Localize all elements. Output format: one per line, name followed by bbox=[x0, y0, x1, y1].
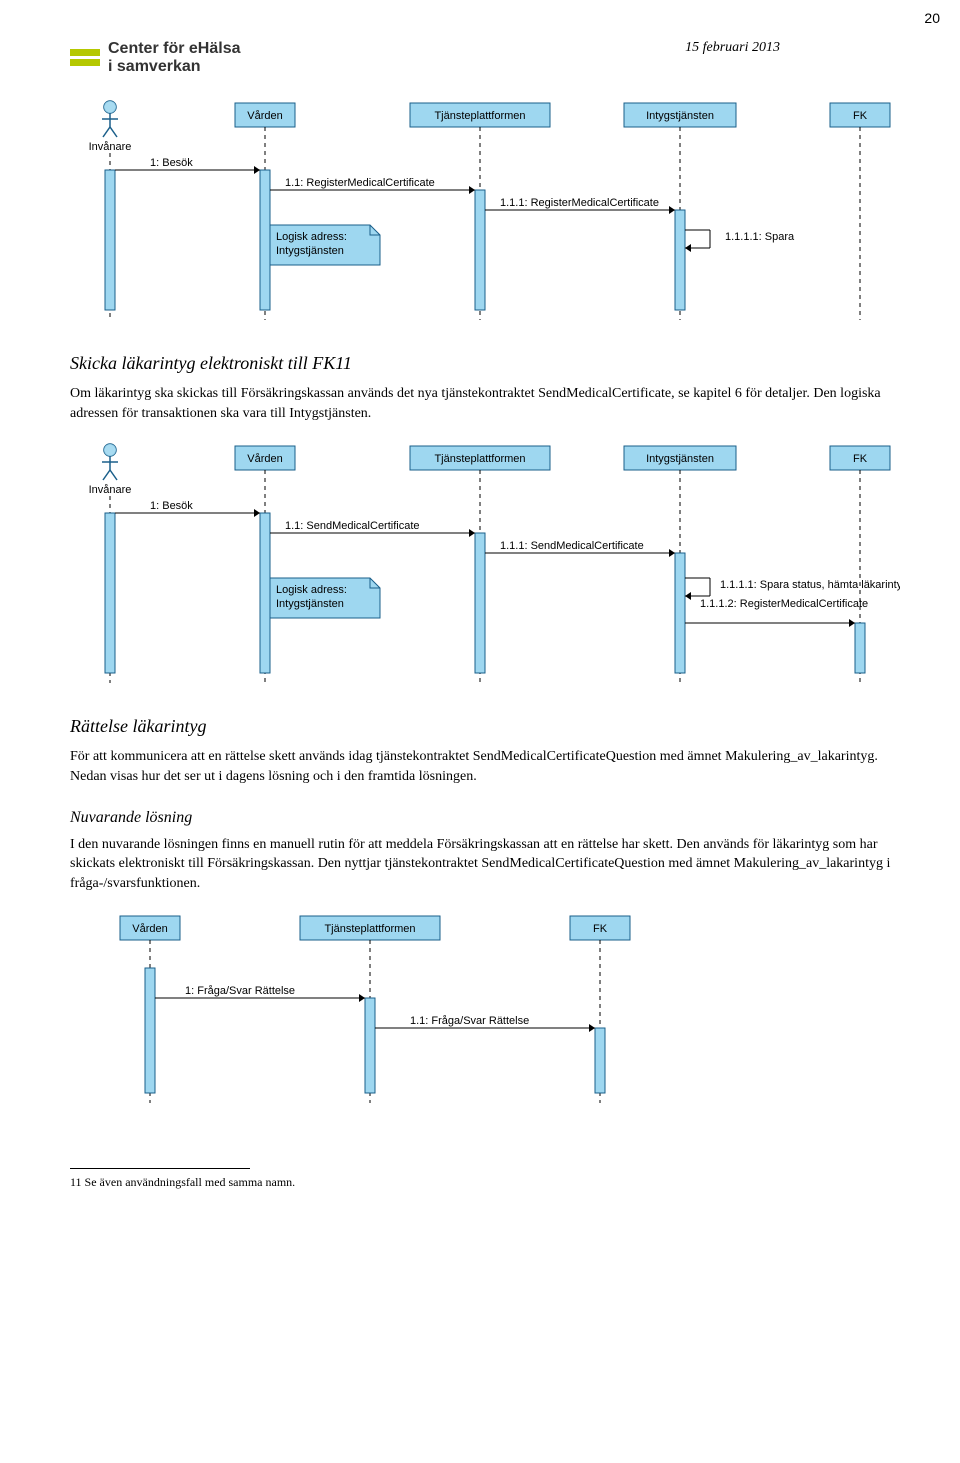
svg-text:1: Besök: 1: Besök bbox=[150, 500, 193, 512]
footnote-text: 11 Se även användningsfall med samma nam… bbox=[70, 1175, 900, 1190]
page-header: Center för eHälsa i samverkan 15 februar… bbox=[70, 40, 900, 75]
svg-text:Intygstjänsten: Intygstjänsten bbox=[276, 598, 344, 610]
svg-text:1.1.1.1: Spara status, hämta l: 1.1.1.1: Spara status, hämta läkarintyg bbox=[720, 579, 900, 591]
svg-text:1.1: RegisterMedicalCertificat: 1.1: RegisterMedicalCertificate bbox=[285, 177, 435, 189]
section-p2: För att kommunicera att en rättelse sket… bbox=[70, 747, 900, 786]
svg-text:Vården: Vården bbox=[132, 923, 167, 935]
svg-text:Intygstjänsten: Intygstjänsten bbox=[646, 453, 714, 465]
logo-line1: Center för eHälsa bbox=[108, 40, 241, 58]
svg-text:Tjänsteplattformen: Tjänsteplattformen bbox=[324, 923, 415, 935]
section-title-nuvarande: Nuvarande lösning bbox=[70, 809, 900, 827]
svg-text:1.1.1.2: RegisterMedicalCertif: 1.1.1.2: RegisterMedicalCertificate bbox=[700, 598, 868, 610]
svg-text:Invånare: Invånare bbox=[89, 484, 132, 496]
svg-text:1.1.1: RegisterMedicalCertific: 1.1.1: RegisterMedicalCertificate bbox=[500, 197, 659, 209]
svg-text:1.1.1: SendMedicalCertificate: 1.1.1: SendMedicalCertificate bbox=[500, 540, 644, 552]
svg-text:Invånare: Invånare bbox=[89, 141, 132, 153]
svg-text:Vården: Vården bbox=[247, 453, 282, 465]
section-title-rattelse: Rättelse läkarintyg bbox=[70, 716, 900, 737]
svg-text:FK: FK bbox=[853, 110, 868, 122]
svg-text:1.1: SendMedicalCertificate: 1.1: SendMedicalCertificate bbox=[285, 520, 420, 532]
svg-text:Vården: Vården bbox=[247, 110, 282, 122]
logo-line2: i samverkan bbox=[108, 58, 241, 76]
svg-text:FK: FK bbox=[593, 923, 608, 935]
section-title-skicka: Skicka läkarintyg elektroniskt till FK11 bbox=[70, 353, 900, 374]
svg-text:Intygstjänsten: Intygstjänsten bbox=[276, 245, 344, 257]
svg-text:Logisk adress:: Logisk adress: bbox=[276, 584, 347, 596]
sequence-diagram-register: Invånare Vården Tjänsteplattformen Intygstj… bbox=[70, 95, 900, 325]
logo-bars-icon bbox=[70, 49, 100, 66]
section-p1: Om läkarintyg ska skickas till Försäkrin… bbox=[70, 384, 900, 423]
svg-text:1.1: Fråga/Svar Rättelse: 1.1: Fråga/Svar Rättelse bbox=[410, 1015, 529, 1027]
sequence-diagram-rattelse: Vården Tjänsteplattformen FK 1: Fråga/Svar … bbox=[70, 908, 900, 1108]
section-p3: I den nuvarande lösningen finns en manue… bbox=[70, 835, 900, 894]
svg-text:FK: FK bbox=[853, 453, 868, 465]
svg-text:1.1.1.1: Spara: 1.1.1.1: Spara bbox=[725, 231, 795, 243]
logo: Center för eHälsa i samverkan bbox=[70, 40, 241, 75]
svg-text:Tjänsteplattformen: Tjänsteplattformen bbox=[434, 453, 525, 465]
svg-text:1: Fråga/Svar Rättelse: 1: Fråga/Svar Rättelse bbox=[185, 985, 295, 997]
svg-text:1: Besök: 1: Besök bbox=[150, 157, 193, 169]
header-date: 15 februari 2013 bbox=[685, 40, 780, 56]
footnote-rule bbox=[70, 1168, 250, 1169]
sequence-diagram-send: Invånare Vården Tjänsteplattformen Intygstj… bbox=[70, 438, 900, 688]
svg-text:Logisk adress:: Logisk adress: bbox=[276, 231, 347, 243]
page-number: 20 bbox=[924, 10, 940, 26]
svg-text:Tjänsteplattformen: Tjänsteplattformen bbox=[434, 110, 525, 122]
svg-text:Intygstjänsten: Intygstjänsten bbox=[646, 110, 714, 122]
